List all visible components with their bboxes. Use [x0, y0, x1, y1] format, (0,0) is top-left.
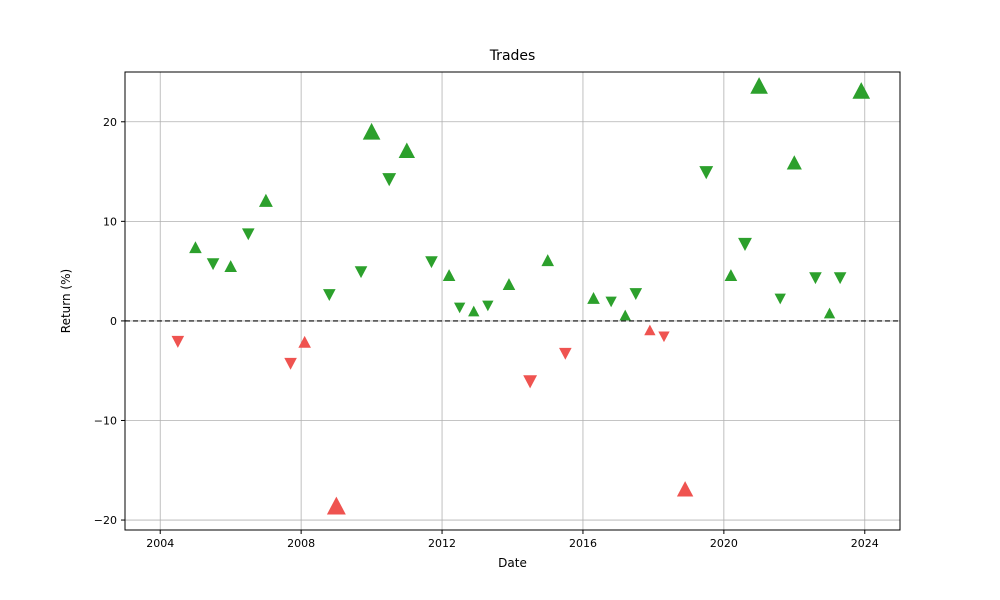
ytick-label: −20 — [94, 514, 117, 527]
xtick-label: 2020 — [710, 537, 738, 550]
ytick-label: 0 — [110, 315, 117, 328]
chart-title: Trades — [489, 48, 536, 64]
chart-container: 2004 2008 2012 2016 2020 2024 −20 −10 0 10 20 Date R… — [0, 0, 1000, 600]
ytick-label: −10 — [94, 414, 117, 427]
plot-area — [125, 72, 900, 530]
x-axis-label: Date — [498, 556, 527, 570]
xtick-label: 2024 — [851, 537, 879, 550]
y-axis-label: Return (%) — [59, 269, 73, 333]
xtick-label: 2016 — [569, 537, 597, 550]
ytick-label: 20 — [103, 116, 117, 129]
trades-scatter-chart: 2004 2008 2012 2016 2020 2024 −20 −10 0 10 20 Date R… — [0, 0, 1000, 600]
xtick-label: 2004 — [146, 537, 174, 550]
xtick-label: 2012 — [428, 537, 456, 550]
xtick-label: 2008 — [287, 537, 315, 550]
ytick-label: 10 — [103, 215, 117, 228]
